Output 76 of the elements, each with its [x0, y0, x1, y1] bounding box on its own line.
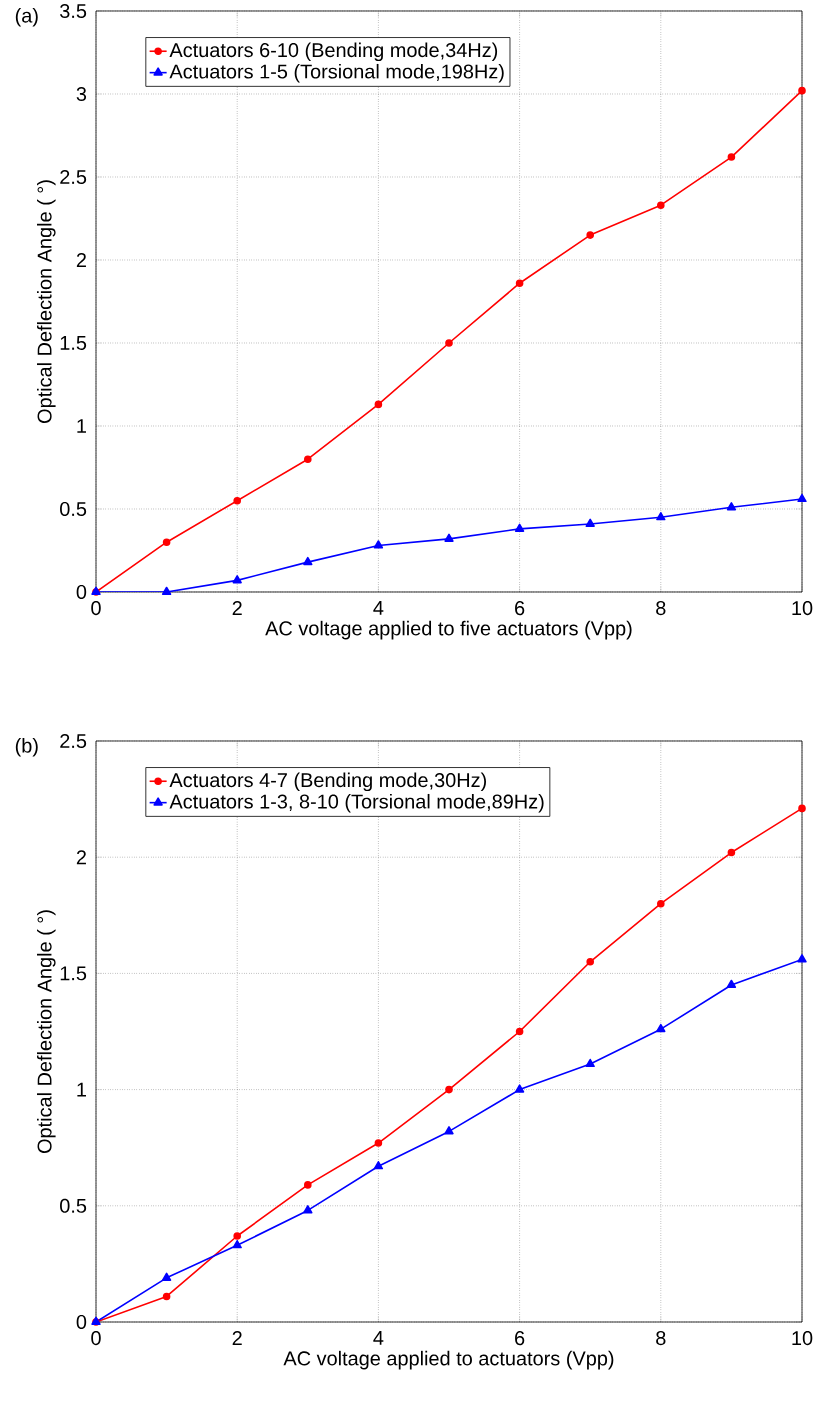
- y-tick-label: 2: [76, 850, 86, 865]
- point: [797, 954, 807, 963]
- legend-label: Actuators 1-3, 8-10 (Torsional mode,89Hz): [169, 793, 544, 813]
- point: [726, 502, 737, 511]
- point: [232, 575, 242, 584]
- point: [657, 899, 665, 908]
- y-tick-label: 1.5: [60, 966, 87, 981]
- x-axis-title: AC voltage applied to actuators (Vpp): [283, 1350, 614, 1370]
- point: [798, 86, 806, 95]
- legend-label: Actuators 6-10 (Bending mode,34Hz): [169, 42, 498, 62]
- point: [373, 540, 384, 549]
- x-tick-label: 10: [792, 1331, 813, 1346]
- chart-title: (a): [15, 8, 38, 27]
- y-tick-label: 2.5: [60, 169, 87, 185]
- point: [374, 1139, 383, 1147]
- point: [304, 455, 312, 463]
- x-tick-label: 6: [515, 1331, 525, 1346]
- chart-title: (b): [15, 738, 38, 757]
- y-axis-title: Optical Deflection Angle ( °): [37, 180, 56, 424]
- x-tick-label: 4: [373, 1331, 384, 1345]
- point: [585, 1058, 595, 1068]
- y-tick-label: 3: [76, 86, 87, 102]
- y-tick-label: 3.5: [60, 3, 87, 19]
- y-tick-label: 2: [76, 253, 86, 267]
- point: [797, 493, 807, 503]
- point: [162, 538, 171, 546]
- point: [727, 153, 736, 161]
- y-tick-label: 2.5: [60, 733, 87, 749]
- x-tick-label: 2: [232, 1331, 242, 1345]
- point: [514, 1084, 525, 1093]
- y-tick-label: 1: [77, 1082, 86, 1097]
- point: [303, 1205, 313, 1214]
- point: [233, 496, 241, 505]
- point: [232, 1240, 242, 1249]
- y-tick-label: 1: [77, 419, 86, 433]
- x-tick-label: 8: [656, 601, 666, 616]
- x-tick-label: 10: [792, 601, 813, 616]
- point: [445, 339, 453, 347]
- legend-label: Actuators 4-7 (Bending mode,30Hz): [169, 772, 487, 792]
- x-tick-label: 2: [232, 601, 242, 615]
- point: [515, 1027, 524, 1036]
- point: [233, 1232, 241, 1240]
- point: [161, 586, 172, 596]
- point: [515, 279, 524, 288]
- point: [798, 804, 806, 813]
- x-tick-label: 6: [515, 601, 525, 616]
- legend-label: Actuators 1-5 (Torsional mode,198Hz): [169, 63, 504, 83]
- x-tick-label: 8: [656, 1331, 666, 1346]
- point: [303, 556, 313, 566]
- point: [586, 231, 595, 239]
- point: [727, 848, 736, 857]
- x-tick-label: 0: [91, 601, 101, 616]
- x-tick-label: 0: [91, 1331, 101, 1346]
- x-tick-label: 4: [373, 601, 384, 615]
- point: [445, 1085, 453, 1094]
- y-tick-label: 1.5: [60, 336, 87, 350]
- point: [444, 533, 454, 542]
- point: [657, 201, 665, 210]
- x-axis-title: AC voltage applied to five actuators (Vpp): [265, 620, 632, 640]
- point: [161, 1272, 172, 1281]
- point: [374, 400, 383, 409]
- point: [585, 518, 595, 527]
- point: [373, 1160, 384, 1170]
- point: [444, 1126, 454, 1135]
- y-tick-label: 0.5: [60, 501, 87, 517]
- y-tick-label: 0: [76, 1314, 87, 1330]
- point: [656, 511, 666, 521]
- y-tick-label: 0.5: [60, 1198, 87, 1213]
- point: [726, 979, 737, 989]
- point: [304, 1181, 312, 1189]
- point: [514, 523, 525, 532]
- point: [656, 1023, 666, 1033]
- y-tick-label: 0: [76, 584, 87, 600]
- point: [586, 957, 595, 966]
- point: [162, 1292, 171, 1301]
- y-axis-title: Optical Deflection Angle ( °): [37, 910, 56, 1154]
